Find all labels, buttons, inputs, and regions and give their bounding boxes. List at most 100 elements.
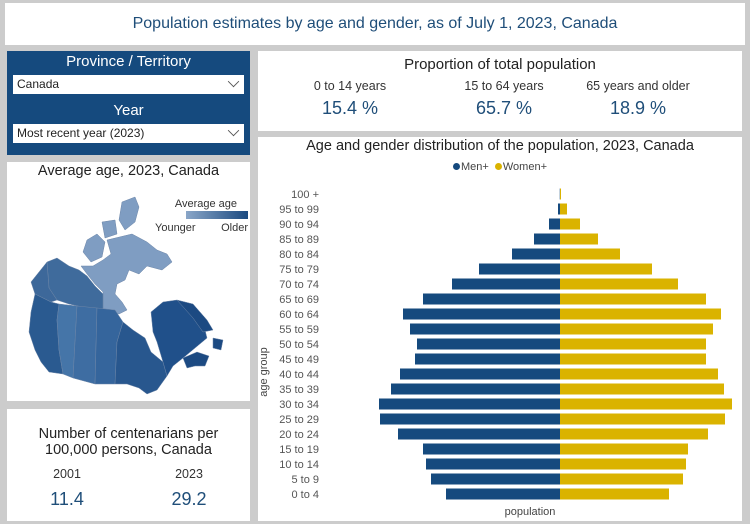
centenarians-title-line2: 100,000 persons, Canada	[45, 442, 212, 458]
bar-women-15-to-19[interactable]	[560, 443, 688, 455]
bar-men-85-to-89[interactable]	[534, 233, 560, 245]
bar-men-70-to-74[interactable]	[452, 278, 560, 290]
y-tick-label: 85 to 89	[279, 234, 319, 246]
bar-men-55-to-59[interactable]	[410, 323, 560, 335]
bar-women-85-to-89[interactable]	[560, 233, 598, 245]
centenarians-item: 2001 11.4	[27, 467, 107, 510]
province-select[interactable]: Canada	[13, 75, 244, 94]
y-tick-label: 95 to 99	[279, 204, 319, 216]
map-region-bc[interactable]	[28, 293, 64, 375]
proportion-group-label: 0 to 14 years	[313, 79, 387, 93]
bar-women-0-to-4[interactable]	[560, 488, 669, 500]
bar-men-25-to-29[interactable]	[380, 413, 560, 425]
bar-men-80-to-84[interactable]	[512, 248, 560, 260]
filters-panel: Province / Territory Canada Year Most re…	[7, 51, 250, 155]
centenarians-title: Number of centenarians per 100,000 perso…	[7, 426, 250, 458]
y-tick-label: 50 to 54	[279, 339, 319, 351]
bar-men-10-to-14[interactable]	[426, 458, 560, 470]
bar-women-70-to-74[interactable]	[560, 278, 678, 290]
bar-women-60-to-64[interactable]	[560, 308, 721, 320]
bar-men-15-to-19[interactable]	[423, 443, 560, 455]
map-legend-gradient	[186, 211, 248, 219]
bar-men-35-to-39[interactable]	[391, 383, 560, 395]
y-tick-label: 90 to 94	[279, 219, 319, 231]
map-region-nl[interactable]	[176, 299, 224, 351]
bar-women-45-to-49[interactable]	[560, 353, 706, 365]
bar-men-0-to-4[interactable]	[446, 488, 560, 500]
bar-women-55-to-59[interactable]	[560, 323, 713, 335]
bar-women-25-to-29[interactable]	[560, 413, 725, 425]
header-panel: Population estimates by age and gender, …	[5, 3, 745, 45]
chart-legend: Men+ Women+	[258, 161, 742, 173]
canada-map: Average age Younger Older	[28, 196, 248, 395]
bar-women-10-to-14[interactable]	[560, 458, 686, 470]
y-tick-label: 0 to 4	[291, 489, 319, 501]
x-axis-label: population	[505, 506, 556, 518]
centenarians-value: 11.4	[50, 489, 84, 509]
y-tick-label: 80 to 84	[279, 249, 319, 261]
bar-men-60-to-64[interactable]	[403, 308, 560, 320]
y-tick-label: 35 to 39	[279, 384, 319, 396]
average-age-map-panel: Average age, 2023, Canada Average ag	[7, 162, 250, 401]
bar-men-95-to-99[interactable]	[558, 203, 560, 215]
bar-women-100-plus[interactable]	[560, 188, 561, 200]
centenarians-panel: Number of centenarians per 100,000 perso…	[7, 409, 250, 521]
centenarians-title-line1: Number of centenarians per	[38, 426, 219, 442]
legend-item-men[interactable]: Men+	[452, 161, 489, 173]
bar-men-30-to-34[interactable]	[379, 398, 560, 410]
legend-label-men: Men+	[460, 161, 489, 173]
map-region-nunavut[interactable]	[80, 196, 173, 315]
pyramid-bars	[379, 188, 732, 500]
proportion-group-value: 65.7 %	[475, 98, 533, 118]
y-tick-label: 45 to 49	[279, 354, 319, 366]
bar-women-40-to-44[interactable]	[560, 368, 718, 380]
centenarians-item: 2023 29.2	[149, 467, 229, 510]
map-region-maritimes[interactable]	[182, 351, 210, 369]
map-region-sask[interactable]	[72, 305, 98, 385]
bar-women-5-to-9[interactable]	[560, 473, 683, 485]
y-tick-label: 20 to 24	[279, 429, 319, 441]
bar-women-90-to-94[interactable]	[560, 218, 580, 230]
y-tick-label: 10 to 14	[279, 459, 319, 471]
map-legend-title: Average age	[175, 198, 237, 210]
bar-women-20-to-24[interactable]	[560, 428, 708, 440]
bar-men-90-to-94[interactable]	[549, 218, 560, 230]
year-label: Year	[113, 102, 144, 119]
bar-men-40-to-44[interactable]	[400, 368, 560, 380]
proportion-group-value: 18.9 %	[609, 98, 667, 118]
bar-men-45-to-49[interactable]	[415, 353, 560, 365]
chart-title: Age and gender distribution of the popul…	[306, 138, 694, 154]
legend-item-women[interactable]: Women+	[494, 161, 547, 173]
year-select[interactable]: Most recent year (2023)	[13, 124, 244, 143]
province-select-value: Canada	[17, 77, 60, 91]
y-tick-label: 55 to 59	[279, 324, 319, 336]
y-tick-label: 15 to 19	[279, 444, 319, 456]
bar-women-35-to-39[interactable]	[560, 383, 724, 395]
proportion-group-value: 15.4 %	[321, 98, 379, 118]
bar-men-75-to-79[interactable]	[479, 263, 560, 275]
y-tick-label: 75 to 79	[279, 264, 319, 276]
bar-women-80-to-84[interactable]	[560, 248, 620, 260]
y-tick-label: 60 to 64	[279, 309, 319, 321]
bar-women-95-to-99[interactable]	[560, 203, 567, 215]
pyramid-panel: Age and gender distribution of the popul…	[258, 137, 742, 521]
bar-women-65-to-69[interactable]	[560, 293, 706, 305]
bar-men-50-to-54[interactable]	[417, 338, 560, 350]
chevron-down-icon	[227, 75, 240, 88]
bar-women-50-to-54[interactable]	[560, 338, 706, 350]
bar-men-20-to-24[interactable]	[398, 428, 560, 440]
bar-men-65-to-69[interactable]	[423, 293, 560, 305]
y-tick-label: 65 to 69	[279, 294, 319, 306]
y-tick-label: 30 to 34	[279, 399, 319, 411]
province-label: Province / Territory	[66, 53, 191, 70]
bar-women-75-to-79[interactable]	[560, 263, 652, 275]
proportion-title: Proportion of total population	[404, 56, 596, 73]
y-tick-label: 100 +	[291, 189, 319, 201]
chevron-down-icon	[227, 124, 240, 137]
y-tick-label: 70 to 74	[279, 279, 319, 291]
bar-women-30-to-34[interactable]	[560, 398, 732, 410]
proportion-group: 15 to 64 years 65.7 %	[434, 79, 574, 119]
y-tick-label: 5 to 9	[291, 474, 319, 486]
map-title: Average age, 2023, Canada	[37, 163, 220, 179]
bar-men-5-to-9[interactable]	[431, 473, 560, 485]
